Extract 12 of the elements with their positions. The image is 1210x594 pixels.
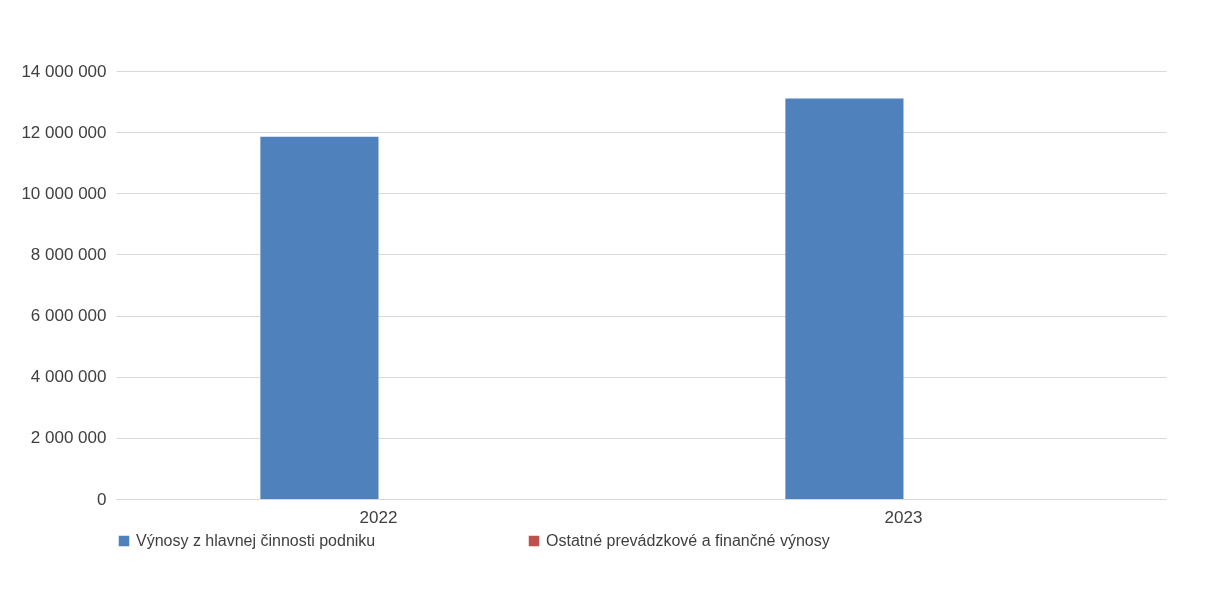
x-tick-label: 2023 — [884, 507, 923, 527]
y-tick-label: 6 000 000 — [30, 306, 107, 326]
y-tick-label: 8 000 000 — [30, 244, 107, 264]
y-tick-label: 0 — [97, 489, 107, 509]
legend-label: Ostatné prevádzkové a finančné výnosy — [546, 532, 830, 549]
y-tick-label: 10 000 000 — [21, 183, 107, 203]
legend-label: Výnosy z hlavnej činnosti podniku — [136, 532, 376, 549]
y-tick-label: 2 000 000 — [30, 428, 107, 448]
y-tick-label: 14 000 000 — [21, 61, 107, 81]
x-tick-label: 2022 — [359, 507, 398, 527]
y-tick-label: 12 000 000 — [21, 122, 107, 142]
y-tick-label: 4 000 000 — [30, 367, 107, 387]
